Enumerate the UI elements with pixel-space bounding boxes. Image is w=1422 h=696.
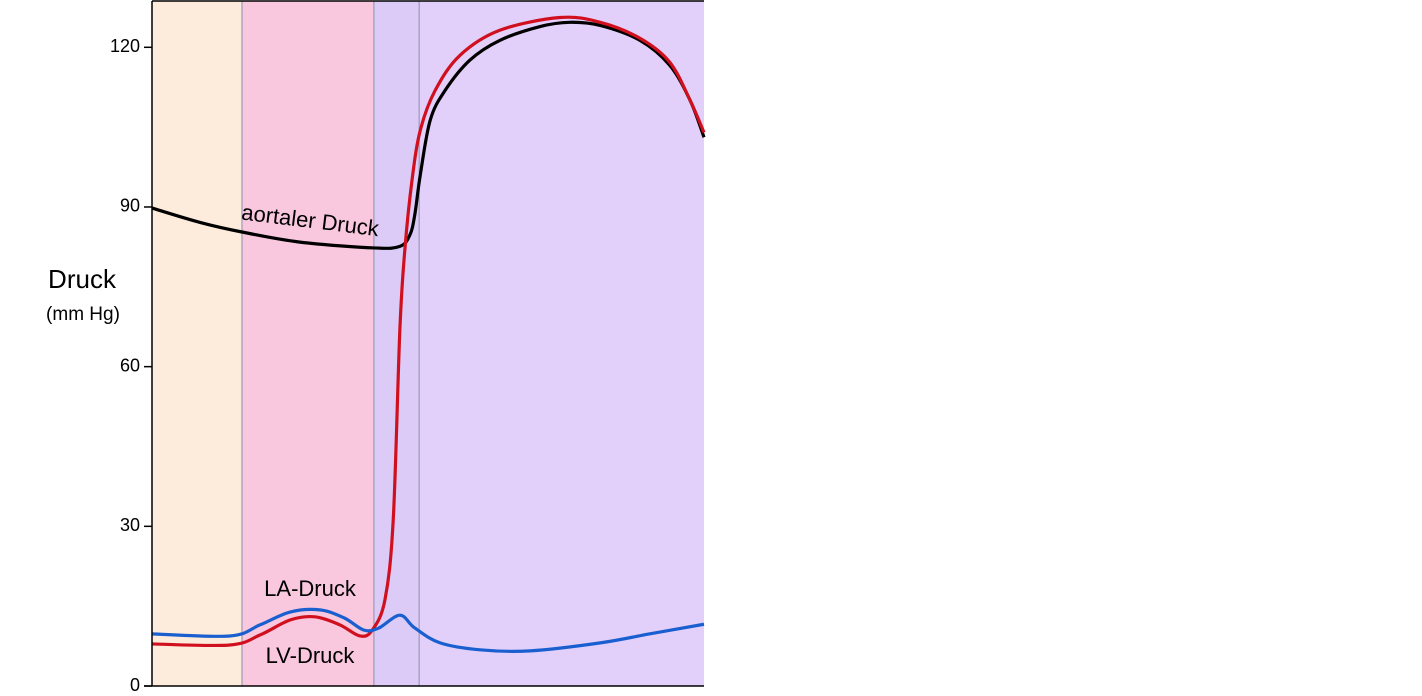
y-tick-label: 120 bbox=[110, 36, 140, 56]
phase-band bbox=[241, 1, 374, 686]
phase-bands bbox=[152, 1, 704, 686]
y-tick-label: 60 bbox=[120, 355, 140, 375]
phase-band bbox=[373, 1, 420, 686]
series-label: LV-Druck bbox=[266, 643, 356, 668]
y-tick-label: 30 bbox=[120, 515, 140, 535]
series-line bbox=[151, 15, 706, 648]
phase-band bbox=[152, 1, 242, 686]
y-tick-label: 0 bbox=[130, 675, 140, 695]
plot-lines bbox=[151, 15, 706, 653]
series-line bbox=[151, 20, 706, 250]
phase-band bbox=[419, 1, 704, 686]
series-label: LA-Druck bbox=[264, 576, 357, 601]
y-axis-label: Druck bbox=[48, 264, 117, 294]
series-line bbox=[151, 607, 705, 653]
y-tick-label: 90 bbox=[120, 196, 140, 216]
y-axis-unit: (mm Hg) bbox=[46, 304, 120, 325]
